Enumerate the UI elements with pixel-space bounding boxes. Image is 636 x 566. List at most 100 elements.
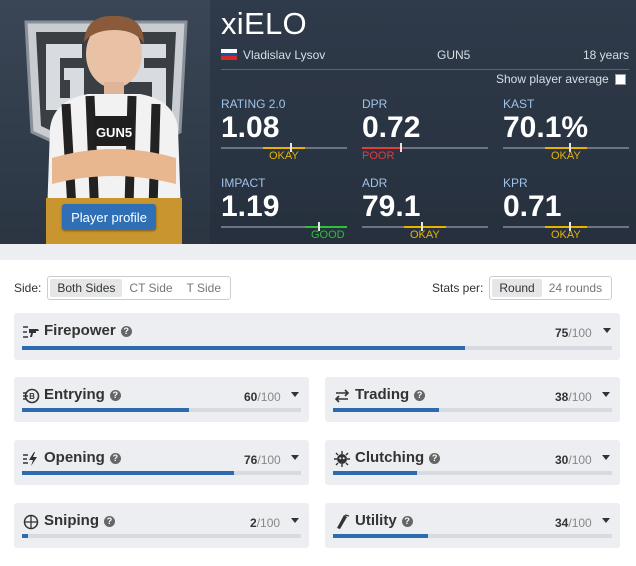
svg-text:GUN5: GUN5 (96, 125, 132, 140)
player-age: 18 years (582, 48, 629, 62)
player-info-row: Vladislav Lysov GUN5 18 years (221, 44, 629, 70)
stat-adr: ADR 79.1 OKAY (362, 176, 490, 241)
category-score: 2/100 (250, 516, 281, 530)
stat-kpr: KPR 0.71 OKAY (503, 176, 631, 241)
stat-bar (362, 147, 488, 149)
chevron-down-icon[interactable] (602, 518, 610, 523)
stat-good-segment (305, 226, 347, 228)
category-title: Clutching? (355, 449, 441, 466)
stat-bar (221, 226, 347, 228)
stat-rating-text: POOR (362, 150, 395, 162)
side-option-ct[interactable]: CT Side (129, 281, 173, 295)
category-fill (333, 408, 440, 412)
help-icon[interactable]: ? (109, 390, 121, 401)
stat-label: ADR (362, 176, 388, 190)
category-fill (22, 471, 235, 475)
help-icon[interactable]: ? (414, 390, 426, 401)
category-fill (22, 346, 465, 350)
help-icon[interactable]: ? (104, 516, 115, 527)
clutching-icon (334, 451, 350, 467)
stat-value: 1.08 (221, 111, 280, 144)
category-title: Entrying? (44, 386, 121, 403)
category-score: 60/100 (244, 390, 281, 404)
chevron-down-icon[interactable] (291, 518, 299, 523)
sniping-icon (23, 514, 39, 530)
stat-label: KAST (503, 97, 535, 111)
category-score: 75/100 (555, 326, 592, 340)
category-title: Opening? (44, 449, 121, 466)
category-title: Firepower? (44, 322, 132, 339)
category-fill (22, 408, 190, 412)
chevron-down-icon[interactable] (291, 455, 299, 460)
stat-rating-text: OKAY (410, 229, 440, 241)
player-header: GUN5 Player profile xiELO Vladislav Lyso… (0, 0, 636, 244)
chevron-down-icon[interactable] (602, 455, 610, 460)
side-option-t[interactable]: T Side (186, 281, 222, 295)
category-card-sniping[interactable]: Sniping? 2/100 (14, 503, 309, 548)
player-photo: GUN5 Player profile (0, 0, 210, 244)
stat-value: 79.1 (362, 190, 421, 223)
opening-icon (23, 452, 37, 466)
stats-per-label: Stats per: (432, 281, 484, 295)
stat-rating-text: GOOD (311, 229, 345, 241)
chevron-down-icon[interactable] (291, 392, 299, 397)
stat-label: IMPACT (221, 176, 266, 190)
stat-rating: RATING 2.0 1.08 OKAY (221, 97, 349, 162)
stat-marker (290, 143, 292, 152)
help-icon[interactable]: ? (401, 516, 413, 527)
category-card-opening[interactable]: Opening? 76/100 (14, 440, 309, 485)
stat-poor-segment (362, 147, 404, 149)
russia-flag-icon (221, 49, 237, 61)
side-filter: Side: Both Sides CT Side T Side (14, 276, 232, 300)
category-card-trading[interactable]: Trading? 38/100 (325, 377, 620, 422)
category-track (333, 408, 612, 412)
category-fill (22, 534, 28, 538)
category-card-utility[interactable]: Utility? 34/100 (325, 503, 620, 548)
stat-label: RATING 2.0 (221, 97, 286, 111)
stats-per-segmented-control: Round 24 rounds (489, 276, 613, 300)
chevron-down-icon[interactable] (603, 328, 611, 333)
stat-okay-segment (545, 226, 587, 228)
category-card-firepower[interactable]: Firepower? 75/100 (14, 313, 620, 360)
per-option-round[interactable]: Round (492, 279, 542, 297)
help-icon[interactable]: ? (429, 453, 441, 464)
stat-value: 0.71 (503, 190, 562, 223)
player-profile-button[interactable]: Player profile (62, 204, 156, 230)
side-label: Side: (14, 281, 42, 295)
per-option-24-rounds[interactable]: 24 rounds (548, 281, 603, 295)
category-score: 30/100 (555, 453, 592, 467)
side-option-both[interactable]: Both Sides (50, 279, 123, 297)
help-icon[interactable]: ? (109, 453, 121, 464)
stat-impact: IMPACT 1.19 GOOD (221, 176, 349, 241)
stat-label: DPR (362, 97, 388, 111)
stat-dpr: DPR 0.72 POOR (362, 97, 490, 162)
category-fill (333, 471, 417, 475)
player-team[interactable]: GUN5 (437, 48, 471, 62)
player-nickname: xiELO (221, 6, 307, 41)
stats-per-filter: Stats per: Round 24 rounds (432, 276, 613, 300)
stat-value: 70.1% (503, 111, 589, 144)
stat-marker (569, 143, 571, 152)
stat-value: 1.19 (221, 190, 280, 223)
show-average-checkbox[interactable] (614, 73, 626, 85)
category-track (333, 471, 612, 475)
category-card-entrying[interactable]: B Entrying? 60/100 (14, 377, 309, 422)
category-track (22, 408, 301, 412)
firepower-icon (23, 326, 39, 338)
show-average-toggle[interactable]: Show player average (496, 72, 626, 86)
stat-okay-segment (545, 147, 587, 149)
show-average-label: Show player average (496, 72, 609, 86)
stat-value: 0.72 (362, 111, 421, 144)
help-icon[interactable]: ? (120, 326, 132, 337)
category-score: 34/100 (555, 516, 592, 530)
category-title: Trading? (355, 386, 426, 403)
stat-label: KPR (503, 176, 528, 190)
stat-rating-text: OKAY (551, 229, 581, 241)
chevron-down-icon[interactable] (602, 392, 610, 397)
category-card-clutching[interactable]: Clutching? 30/100 (325, 440, 620, 485)
category-score: 38/100 (555, 390, 592, 404)
trading-icon (334, 389, 350, 403)
stat-rating-text: OKAY (269, 150, 299, 162)
category-track (333, 534, 612, 538)
category-score: 76/100 (244, 453, 281, 467)
